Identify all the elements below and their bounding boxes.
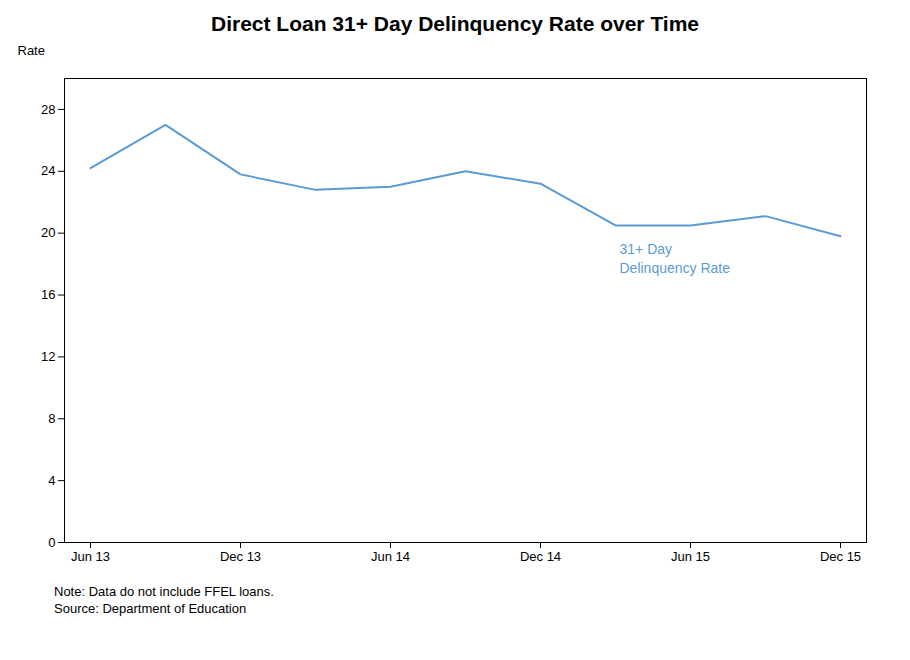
svg-text:12: 12 — [41, 349, 55, 364]
svg-text:16: 16 — [41, 287, 55, 302]
svg-text:31+ DayDelinquency Rate: 31+ DayDelinquency Rate — [620, 241, 731, 275]
svg-text:0: 0 — [48, 535, 55, 550]
svg-text:Dec 14: Dec 14 — [520, 549, 561, 564]
svg-text:Rate: Rate — [18, 43, 45, 58]
svg-text:24: 24 — [41, 163, 55, 178]
svg-text:4: 4 — [48, 473, 55, 488]
svg-text:8: 8 — [48, 411, 55, 426]
html-text:Direct Loan 31+ Day Delinquenc: Direct Loan 31+ Day Delinquency Rate ove… — [211, 12, 699, 35]
svg-text:Jun 13: Jun 13 — [71, 549, 110, 564]
html-text:Note: Data do not include FFEL: Note: Data do not include FFEL loans. — [54, 584, 274, 599]
svg-text:Jun 14: Jun 14 — [371, 549, 410, 564]
svg-text:Dec 13: Dec 13 — [220, 549, 261, 564]
svg-text:Dec 15: Dec 15 — [820, 549, 861, 564]
svg-text:Jun 15: Jun 15 — [671, 549, 710, 564]
svg-text:28: 28 — [41, 102, 55, 117]
html-text:Source: Department of Educatio: Source: Department of Education — [54, 601, 247, 616]
svg-text:20: 20 — [41, 225, 55, 240]
